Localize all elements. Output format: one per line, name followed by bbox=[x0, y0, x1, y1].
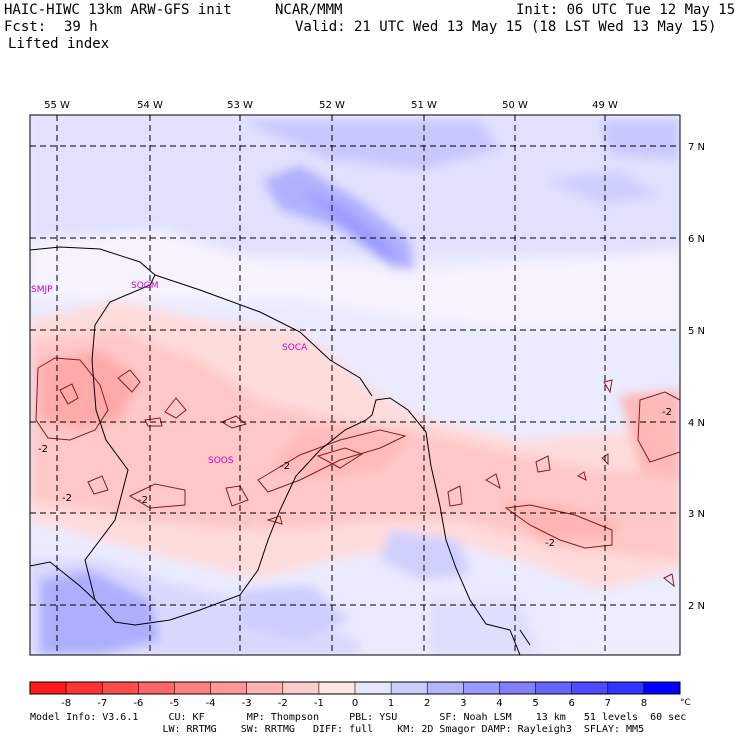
lon-label: 52 W bbox=[319, 100, 345, 111]
colorbar-cell bbox=[138, 682, 175, 694]
field-name: Lifted index bbox=[8, 36, 110, 52]
contour-label: -2 bbox=[138, 495, 148, 506]
colorbar-unit: °C bbox=[680, 698, 691, 708]
colorbar-tick-labels: -8 -7 -6 -5 -4 -3 -2 -1 0 1 2 3 4 5 6 7 8 bbox=[61, 682, 647, 709]
colorbar-cell bbox=[355, 682, 392, 694]
model-info-line1: Model Info: V3.6.1 CU: KF MP: Thompson P… bbox=[30, 712, 687, 723]
forecast-label: Fcst: bbox=[4, 19, 47, 35]
lon-label: 49 W bbox=[592, 100, 618, 111]
station-label: SMJP bbox=[31, 285, 53, 295]
lat-label: 4 N bbox=[688, 418, 705, 429]
colorbar-tick-label: -1 bbox=[314, 698, 324, 709]
colorbar bbox=[30, 682, 681, 694]
colorbar-tick-label: 5 bbox=[532, 698, 538, 709]
colorbar-cell bbox=[391, 682, 428, 694]
contour-label: -2 bbox=[38, 444, 48, 455]
station-label: SOGM bbox=[131, 281, 159, 291]
lat-label: 2 N bbox=[688, 601, 705, 612]
colorbar-cell bbox=[102, 682, 139, 694]
colorbar-tick-label: 2 bbox=[424, 698, 430, 709]
colorbar-cell bbox=[174, 682, 212, 694]
colorbar-tick-label: 4 bbox=[496, 698, 502, 709]
colorbar-tick-label: -4 bbox=[206, 698, 216, 709]
colorbar-cell bbox=[643, 682, 681, 694]
lon-label: 51 W bbox=[411, 100, 437, 111]
colorbar-tick-label: 8 bbox=[641, 698, 647, 709]
colorbar-cell bbox=[246, 682, 284, 694]
colorbar-cell bbox=[66, 682, 103, 694]
colorbar-cell bbox=[607, 682, 645, 694]
contour-label: -2 bbox=[545, 538, 555, 549]
station-label: SOOS bbox=[208, 456, 234, 466]
colorbar-cell bbox=[210, 682, 248, 694]
colorbar-cell bbox=[571, 682, 609, 694]
valid-time: Valid: 21 UTC Wed 13 May 15 (18 LST Wed … bbox=[295, 19, 717, 35]
init-time: Init: 06 UTC Tue 12 May 15 bbox=[516, 2, 736, 18]
map-frame bbox=[29, 114, 681, 656]
lon-label: 50 W bbox=[502, 100, 528, 111]
contour-label: -2 bbox=[62, 493, 72, 504]
colorbar-cell bbox=[427, 682, 464, 694]
longitude-labels: 55 W 54 W 53 W 52 W 51 W 50 W 49 W bbox=[44, 100, 618, 111]
colorbar-tick-label: -7 bbox=[97, 698, 107, 709]
model-title: HAIC-HIWC 13km ARW-GFS init bbox=[4, 2, 232, 18]
lon-label: 55 W bbox=[44, 100, 70, 111]
contour-label: -2 bbox=[280, 461, 290, 472]
station-label: SOCA bbox=[282, 343, 308, 353]
forecast-hours: 39 h bbox=[64, 19, 98, 35]
colorbar-tick-label: 1 bbox=[388, 698, 394, 709]
lat-label: 7 N bbox=[688, 142, 705, 153]
colorbar-tick-label: 0 bbox=[352, 698, 358, 709]
colorbar-tick-label: -8 bbox=[61, 698, 71, 709]
contour-labels: -2 -2 -2 -2 -2 -2 bbox=[38, 407, 672, 549]
latitude-labels: 7 N 6 N 5 N 4 N 3 N 2 N bbox=[688, 142, 705, 612]
colorbar-cell bbox=[535, 682, 573, 694]
coastlines-borders bbox=[30, 246, 531, 655]
lifted-index-field bbox=[30, 115, 680, 655]
station-labels: SMJP SOGM SOCA SOOS bbox=[31, 281, 308, 466]
colorbar-cell bbox=[463, 682, 500, 694]
lon-label: 53 W bbox=[227, 100, 253, 111]
contour-label: -2 bbox=[662, 407, 672, 418]
lat-label: 5 N bbox=[688, 326, 705, 337]
colorbar-tick-label: 7 bbox=[605, 698, 611, 709]
colorbar-tick-label: 6 bbox=[568, 698, 574, 709]
lat-label: 3 N bbox=[688, 509, 705, 520]
colorbar-cell bbox=[318, 682, 356, 694]
colorbar-cell bbox=[30, 682, 67, 694]
colorbar-cell bbox=[499, 682, 537, 694]
model-info-line2: LW: RRTMG SW: RRTMG DIFF: full KM: 2D Sm… bbox=[30, 724, 645, 735]
colorbar-cell bbox=[282, 682, 320, 694]
colorbar-tick-label: -2 bbox=[278, 698, 288, 709]
colorbar-tick-label: -3 bbox=[242, 698, 252, 709]
lat-label: 6 N bbox=[688, 234, 705, 245]
colorbar-tick-label: 3 bbox=[460, 698, 466, 709]
lon-label: 54 W bbox=[137, 100, 163, 111]
graticule bbox=[30, 115, 680, 655]
colorbar-tick-label: -6 bbox=[133, 698, 143, 709]
org-label: NCAR/MMM bbox=[275, 2, 343, 18]
colorbar-tick-label: -5 bbox=[169, 698, 179, 709]
